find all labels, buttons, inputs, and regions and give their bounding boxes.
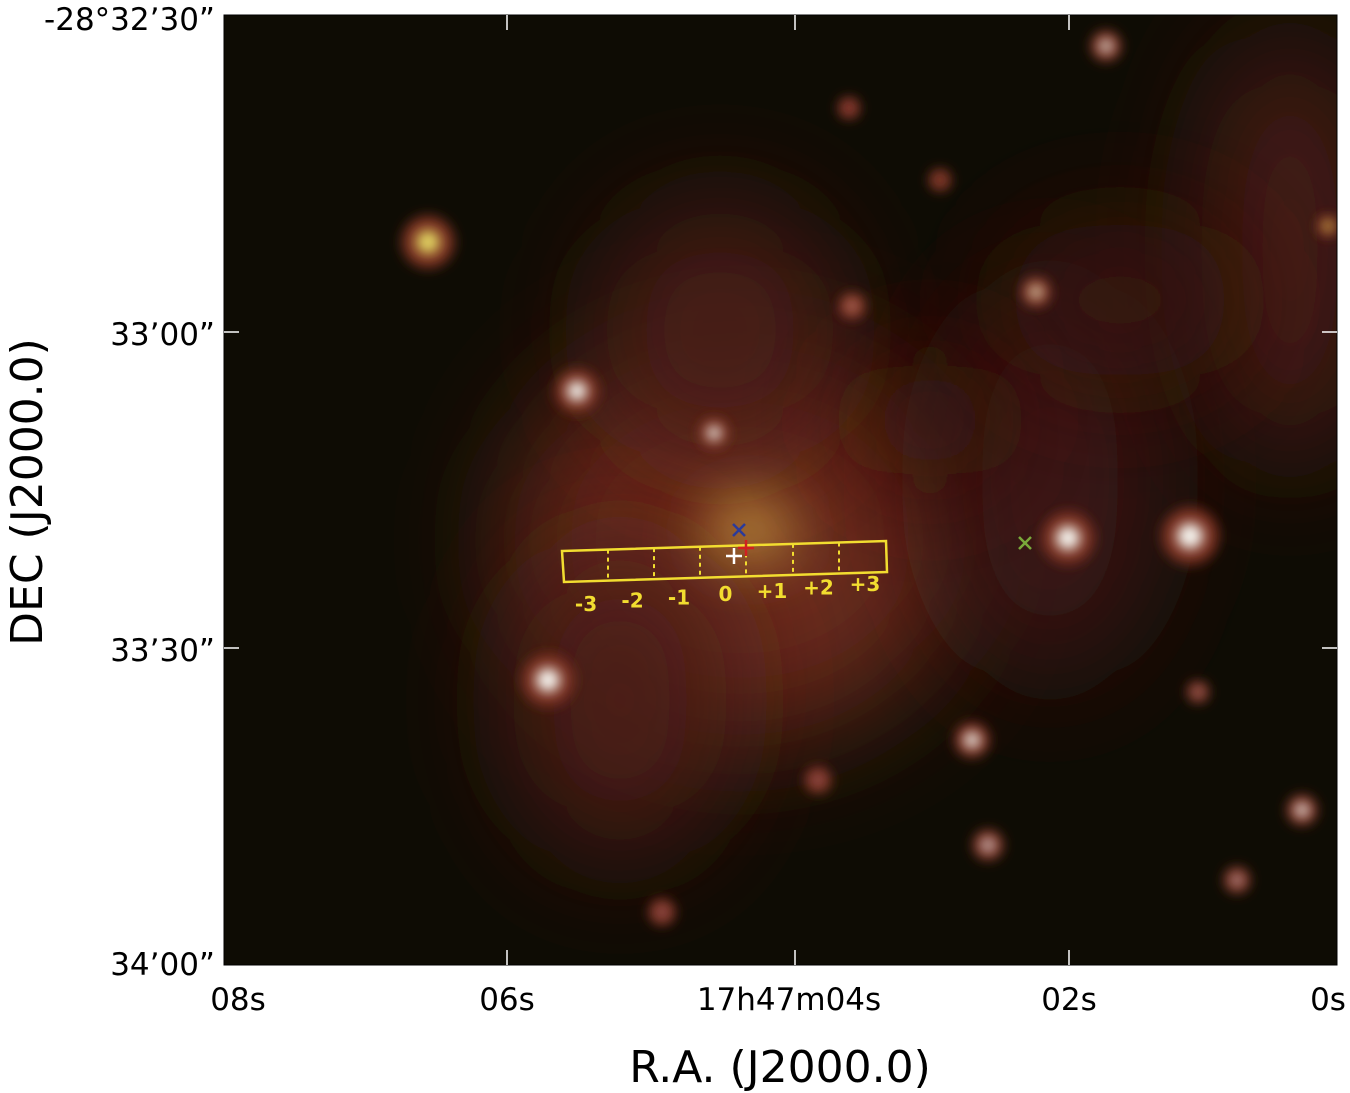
slit-label: +2 [803, 576, 834, 600]
star [1029, 285, 1043, 299]
star [416, 230, 440, 254]
nebula [1200, 30, 1337, 470]
nebula [1000, 220, 1240, 380]
x-tick-label: 02s [1041, 982, 1097, 1018]
star [1323, 221, 1333, 231]
star [707, 426, 721, 440]
star [844, 103, 854, 113]
y-tick-label: -28°32’30” [44, 2, 215, 38]
star [1295, 803, 1309, 817]
y-tick-label: 33’30” [110, 633, 215, 669]
markers [726, 523, 1032, 564]
x-tick-label: 06s [479, 982, 535, 1018]
y-axis-title: DEC (J2000.0) [2, 338, 53, 646]
sky-image [224, 15, 1337, 965]
x-tick-label: 08s [210, 982, 266, 1018]
slit-label: +1 [757, 579, 788, 603]
star [964, 732, 980, 748]
nebula [510, 540, 730, 860]
x-tick-label: 17h47m04s [697, 982, 881, 1018]
star [812, 774, 824, 786]
slit [560, 539, 889, 584]
nebula [940, 280, 1160, 680]
star [846, 300, 858, 312]
slit-label: -2 [621, 589, 643, 613]
x-tick-label: 0s [1310, 982, 1346, 1018]
plot-frame [223, 14, 1338, 966]
star [1177, 523, 1203, 549]
star [656, 906, 668, 918]
star [935, 175, 945, 185]
y-tick-label: 34’00” [110, 947, 215, 983]
slit-label: +3 [850, 572, 881, 596]
slit-label: 0 [719, 582, 733, 606]
star [1193, 687, 1203, 697]
star [567, 381, 587, 401]
slit-label: -3 [575, 592, 597, 616]
y-tick-label: 33’00” [110, 317, 215, 353]
star [981, 838, 995, 852]
nebula [705, 500, 795, 560]
nebula [860, 360, 1000, 480]
slit-label: -1 [668, 585, 690, 609]
nebula [600, 200, 840, 460]
star [1056, 526, 1080, 550]
star [1099, 39, 1113, 53]
x-axis-title: R.A. (J2000.0) [629, 1042, 931, 1093]
star [1231, 874, 1243, 886]
star [536, 668, 560, 692]
